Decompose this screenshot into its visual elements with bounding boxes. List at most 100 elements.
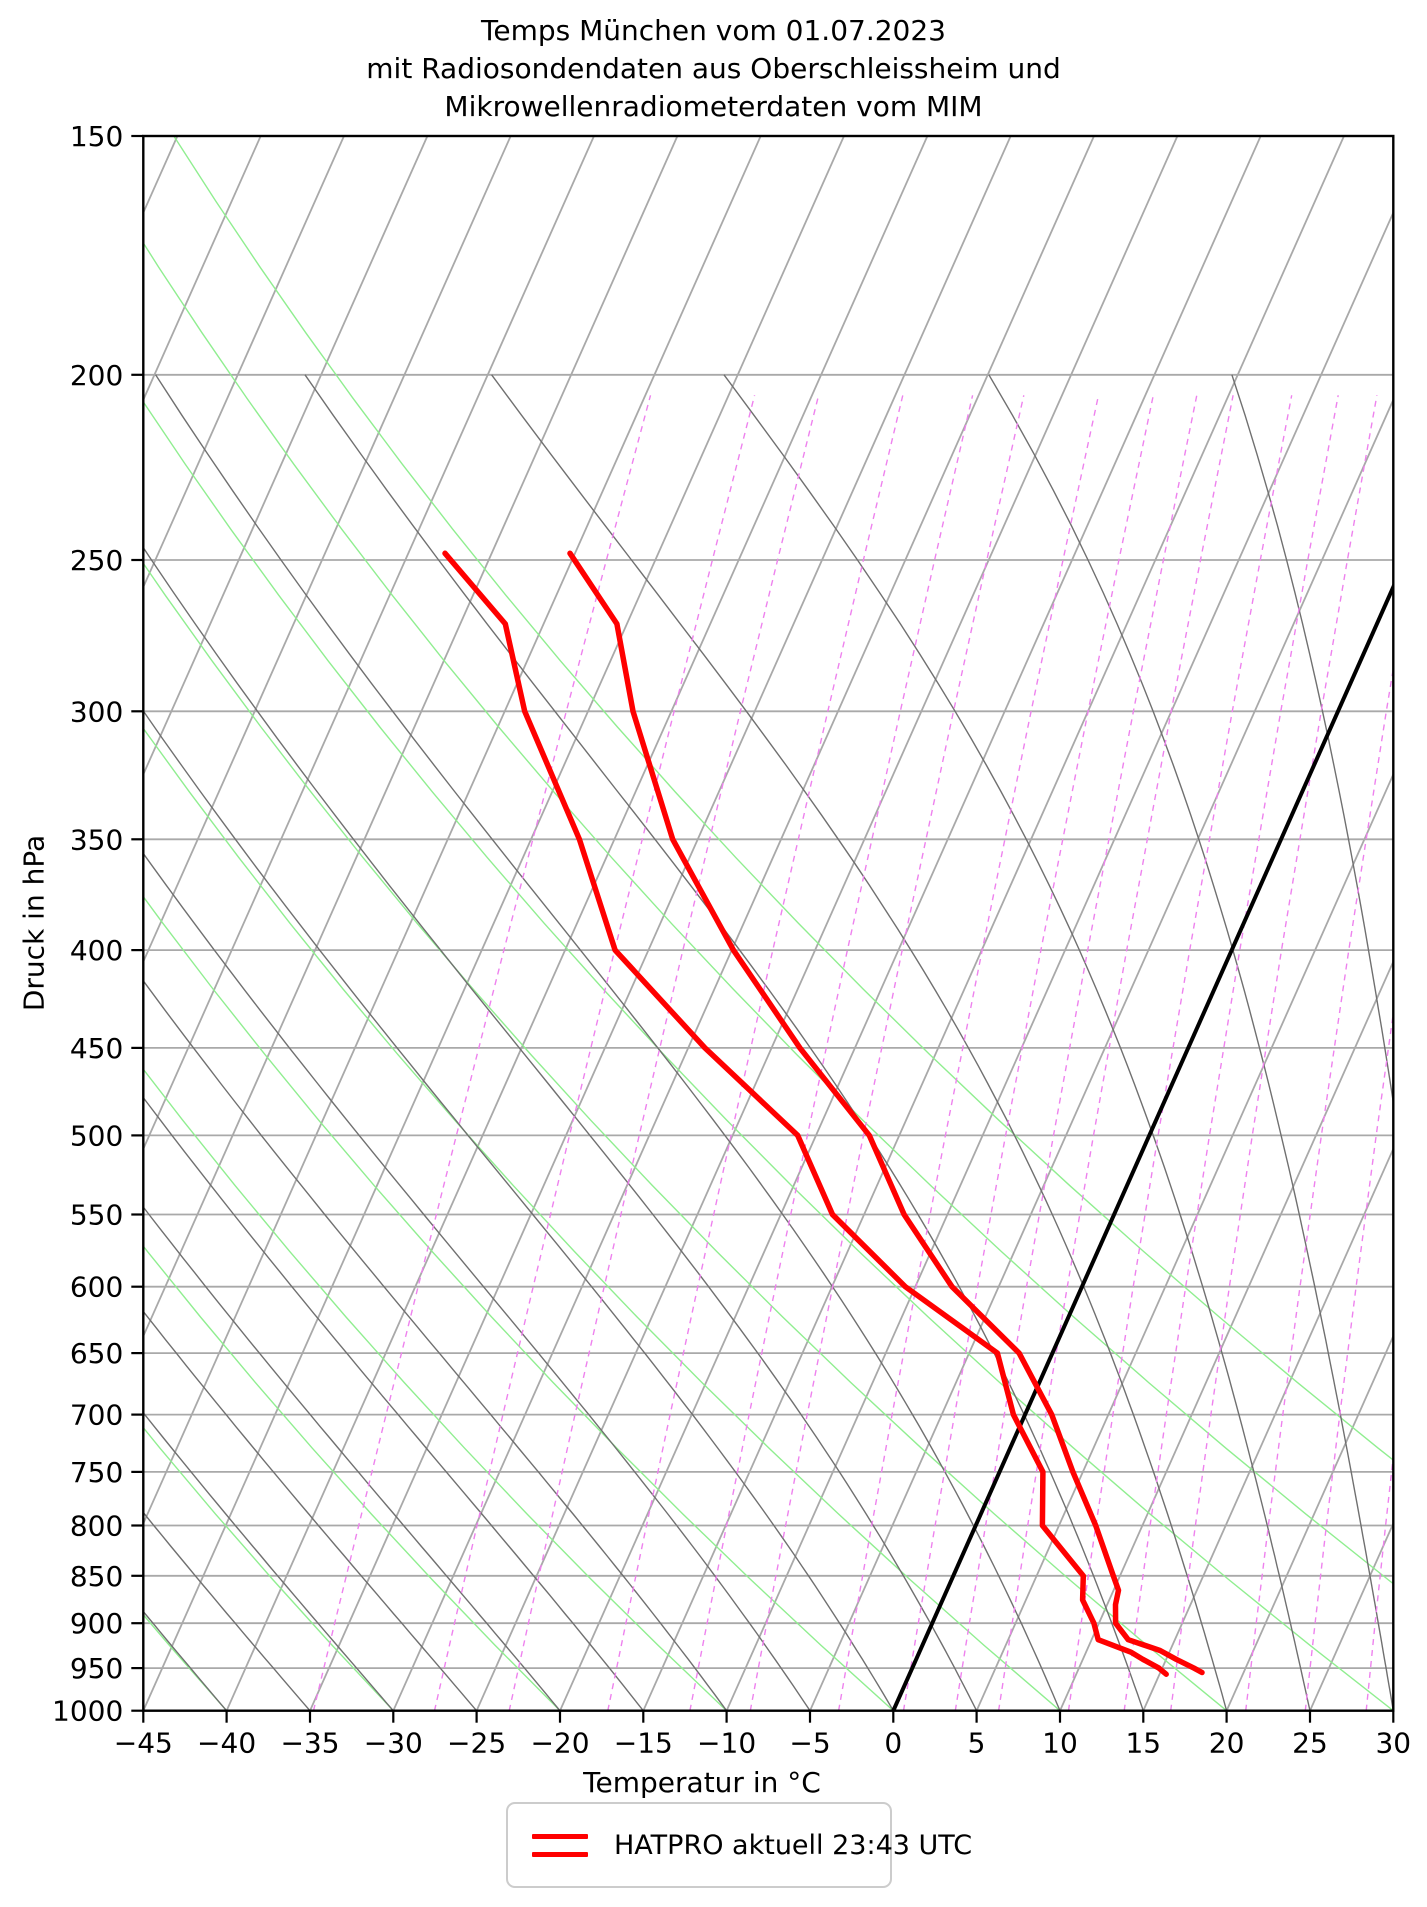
dry-adiabat-line xyxy=(143,895,894,1711)
isotherm-line xyxy=(143,136,595,1152)
y-tick-label: 300 xyxy=(70,695,123,728)
isotherm-line xyxy=(1225,1333,1394,1711)
isotherm-line xyxy=(559,136,1262,1711)
mixing-ratio-line xyxy=(1304,1008,1394,1711)
y-tick-label: 800 xyxy=(70,1510,123,1543)
moist-adiabat-line xyxy=(143,1511,311,1711)
mixing-ratio-line xyxy=(1245,664,1394,1711)
isotherm-line xyxy=(1142,1146,1394,1711)
mixing-ratio-line xyxy=(1123,395,1339,1711)
x-axis-label: Temperatur in °C xyxy=(583,1766,821,1799)
y-tick-label: 650 xyxy=(70,1337,123,1370)
mixing-ratio-line xyxy=(1417,395,1427,1710)
y-tick-label: 900 xyxy=(70,1607,123,1640)
y-tick-label: 450 xyxy=(70,1032,123,1065)
mixing-ratio-line xyxy=(1365,1450,1394,1711)
y-tick-label: 1000 xyxy=(52,1695,123,1728)
moist-adiabat-line xyxy=(143,1205,561,1711)
x-tick-label: −5 xyxy=(789,1727,830,1760)
x-tick-label: 25 xyxy=(1292,1727,1328,1760)
y-tick-label: 700 xyxy=(70,1399,123,1432)
mixing-ratio-line xyxy=(1067,395,1293,1711)
x-tick-label: 0 xyxy=(884,1727,902,1760)
y-tick-label: 350 xyxy=(70,823,123,856)
isotherm-line xyxy=(1392,1708,1394,1711)
moist-adiabat-line xyxy=(143,709,894,1711)
plot-frame xyxy=(142,134,1395,1712)
zero-isotherm-line xyxy=(891,582,1394,1711)
mixing-ratio-line xyxy=(749,395,1025,1711)
x-tick-label: 20 xyxy=(1209,1727,1245,1760)
mixing-ratio-layer xyxy=(312,395,1427,1711)
moist-adiabat-line xyxy=(1423,375,1427,1711)
isotherm-line xyxy=(143,136,845,1711)
mixing-ratio-line xyxy=(997,395,1234,1711)
isotherm-line xyxy=(475,136,1179,1711)
x-tick-label: −30 xyxy=(364,1727,423,1760)
x-tick-label: −15 xyxy=(614,1727,673,1760)
moist-adiabat-line xyxy=(304,374,1144,1711)
plot-area xyxy=(143,136,1427,1711)
dry-adiabat-line xyxy=(143,1426,394,1711)
y-tick-label: 600 xyxy=(70,1271,123,1304)
x-tick-label: −25 xyxy=(447,1727,506,1760)
isotherm-line xyxy=(143,136,262,403)
mixing-ratio-line xyxy=(689,395,974,1711)
dewpoint-curve xyxy=(442,550,1169,1677)
isotherm-line xyxy=(143,136,429,777)
y-tick-label: 750 xyxy=(70,1456,123,1489)
isotherms-layer xyxy=(143,136,1394,1711)
mixing-ratio-line xyxy=(1170,395,1378,1711)
mixing-ratio-line xyxy=(902,395,1154,1711)
isotherm-line xyxy=(143,136,345,590)
legend-label: HATPRO aktuell 23:43 UTC xyxy=(614,1829,973,1861)
moist-adiabat-line xyxy=(143,979,728,1711)
y-tick-label: 500 xyxy=(70,1119,123,1152)
x-tick-label: 10 xyxy=(1042,1727,1078,1760)
legend-red-line-1 xyxy=(532,1833,588,1839)
dry-adiabat-line xyxy=(143,727,1061,1711)
dry-adiabat-line xyxy=(143,1245,561,1711)
x-tick-label: −10 xyxy=(697,1727,756,1760)
isotherm-line xyxy=(309,136,1012,1711)
moist-adiabat-line xyxy=(723,374,1311,1711)
chart-title-line-1: Temps München vom 01.07.2023 xyxy=(481,14,946,47)
moist-adiabat-line xyxy=(143,1411,394,1711)
isobars-layer xyxy=(143,373,1394,1669)
mixing-ratio-line xyxy=(607,395,904,1711)
y-tick-label: 250 xyxy=(70,544,123,577)
isotherm-line xyxy=(392,136,1095,1711)
moist-adiabat-line xyxy=(143,546,978,1711)
isotherm-line xyxy=(143,136,762,1526)
dry-adiabat-line xyxy=(143,241,1394,1585)
moist-adiabat-line xyxy=(143,1096,644,1711)
dry-adiabat-line xyxy=(143,400,1394,1711)
x-tick-label: −45 xyxy=(114,1727,173,1760)
y-tick-label: 950 xyxy=(70,1652,123,1685)
legend-key-lines xyxy=(532,1833,588,1857)
x-tick-label: 15 xyxy=(1125,1727,1161,1760)
x-tick-label: −40 xyxy=(197,1727,256,1760)
y-tick-label: 550 xyxy=(70,1199,123,1232)
mixing-ratio-line xyxy=(433,395,756,1711)
isotherm-line xyxy=(725,210,1394,1711)
moist-adiabat-line xyxy=(1231,374,1394,1107)
x-tick-label: −20 xyxy=(530,1727,589,1760)
y-tick-label: 850 xyxy=(70,1560,123,1593)
isotherm-line xyxy=(642,136,1345,1711)
moist-adiabat-line xyxy=(143,1310,478,1711)
dry-adiabat-line xyxy=(173,136,1394,1462)
moist-adiabat-line xyxy=(143,852,811,1711)
x-tick-label: 5 xyxy=(968,1727,986,1760)
isotherm-line xyxy=(143,136,512,964)
legend-red-line-2 xyxy=(532,1851,588,1857)
dry-adiabat-line xyxy=(143,562,1228,1711)
dry-adiabat-line xyxy=(143,1068,728,1711)
isotherm-line xyxy=(143,136,679,1339)
hatpro-profiles-layer xyxy=(442,550,1205,1677)
x-tick-label: −35 xyxy=(280,1727,339,1760)
axis-tick-labels: −45 −40 −35 −30 −25 −20 −15 −10 −5 0 5 10 15 20 25 30 15… xyxy=(52,120,1411,1760)
y-tick-label: 400 xyxy=(70,934,123,967)
